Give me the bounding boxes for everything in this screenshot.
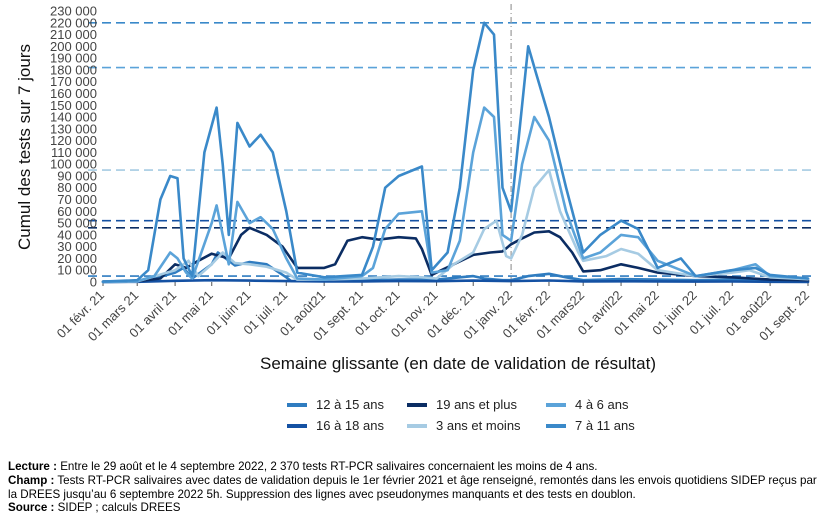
- y-tick-label: 120 000: [50, 133, 97, 148]
- series-line: [101, 106, 810, 284]
- y-tick-label: 150 000: [50, 98, 97, 113]
- legend-item-4-6: 4 à 6 ans: [546, 397, 629, 412]
- y-tick-label: 220 000: [50, 15, 97, 30]
- y-tick-label: 170 000: [50, 74, 97, 89]
- note-source: Source : SIDEP ; calculs DREES: [8, 501, 181, 515]
- y-tick-label: 130 000: [50, 121, 97, 136]
- series-line: [101, 168, 810, 284]
- y-tick-label: 160 000: [50, 86, 97, 101]
- y-tick-label: 40 000: [57, 227, 97, 242]
- legend-swatch: [407, 423, 427, 428]
- series-line: [101, 226, 810, 283]
- y-tick-label: 80 000: [57, 180, 97, 195]
- legend-label: 3 ans et moins: [436, 418, 521, 433]
- legend-label: 7 à 11 ans: [575, 418, 635, 433]
- legend-label: 4 à 6 ans: [575, 397, 629, 412]
- legend-swatch: [287, 423, 307, 428]
- y-tick-label: 210 000: [50, 27, 97, 42]
- legend-item-12-15: 12 à 15 ans: [287, 397, 384, 412]
- legend-item-7-11: 7 à 11 ans: [546, 418, 635, 433]
- legend-swatch: [407, 402, 427, 407]
- legend-swatch: [546, 423, 566, 428]
- y-axis-title: Cumul des tests sur 7 jours: [15, 44, 34, 250]
- series-line: [101, 278, 810, 284]
- legend-item-19-plus: 19 ans et plus: [407, 397, 517, 412]
- legend-item-16-18: 16 à 18 ans: [287, 418, 384, 433]
- series-line: [101, 21, 810, 283]
- x-axis-title: Semaine glissante (en date de validation…: [260, 354, 656, 373]
- legend-swatch: [287, 402, 307, 407]
- legend-label: 16 à 18 ans: [316, 418, 384, 433]
- y-tick-label: 190 000: [50, 51, 97, 66]
- y-tick-label: 30 000: [57, 239, 97, 254]
- series-line: [101, 251, 810, 284]
- y-tick-label: 60 000: [57, 204, 97, 219]
- note-champ: Champ : Tests RT-PCR salivaires avec dat…: [8, 473, 817, 501]
- y-tick-label: 50 000: [57, 216, 97, 231]
- legend-label: 19 ans et plus: [436, 397, 517, 412]
- chart-notes: Lecture : Entre le 29 août et le 4 septe…: [8, 460, 828, 515]
- y-tick-label: 20 000: [57, 251, 97, 266]
- y-tick-label: 200 000: [50, 39, 97, 54]
- legend-label: 12 à 15 ans: [316, 397, 384, 412]
- note-lecture: Lecture : Entre le 29 août et le 4 septe…: [8, 460, 598, 473]
- y-tick-label: 90 000: [57, 168, 97, 183]
- y-tick-label: 180 000: [50, 62, 97, 77]
- y-tick-label: 110 000: [51, 145, 97, 160]
- y-tick-label: 100 000: [50, 157, 97, 172]
- legend-item-3-moins: 3 ans et moins: [407, 418, 521, 433]
- y-tick-label: 70 000: [57, 192, 97, 207]
- y-tick-label: 10 000: [57, 263, 97, 278]
- y-tick-label: 230 000: [50, 4, 97, 19]
- legend-swatch: [546, 402, 566, 407]
- y-tick-label: 140 000: [50, 110, 97, 125]
- series-lines: [101, 21, 810, 284]
- y-tick-label: 0: [90, 275, 97, 290]
